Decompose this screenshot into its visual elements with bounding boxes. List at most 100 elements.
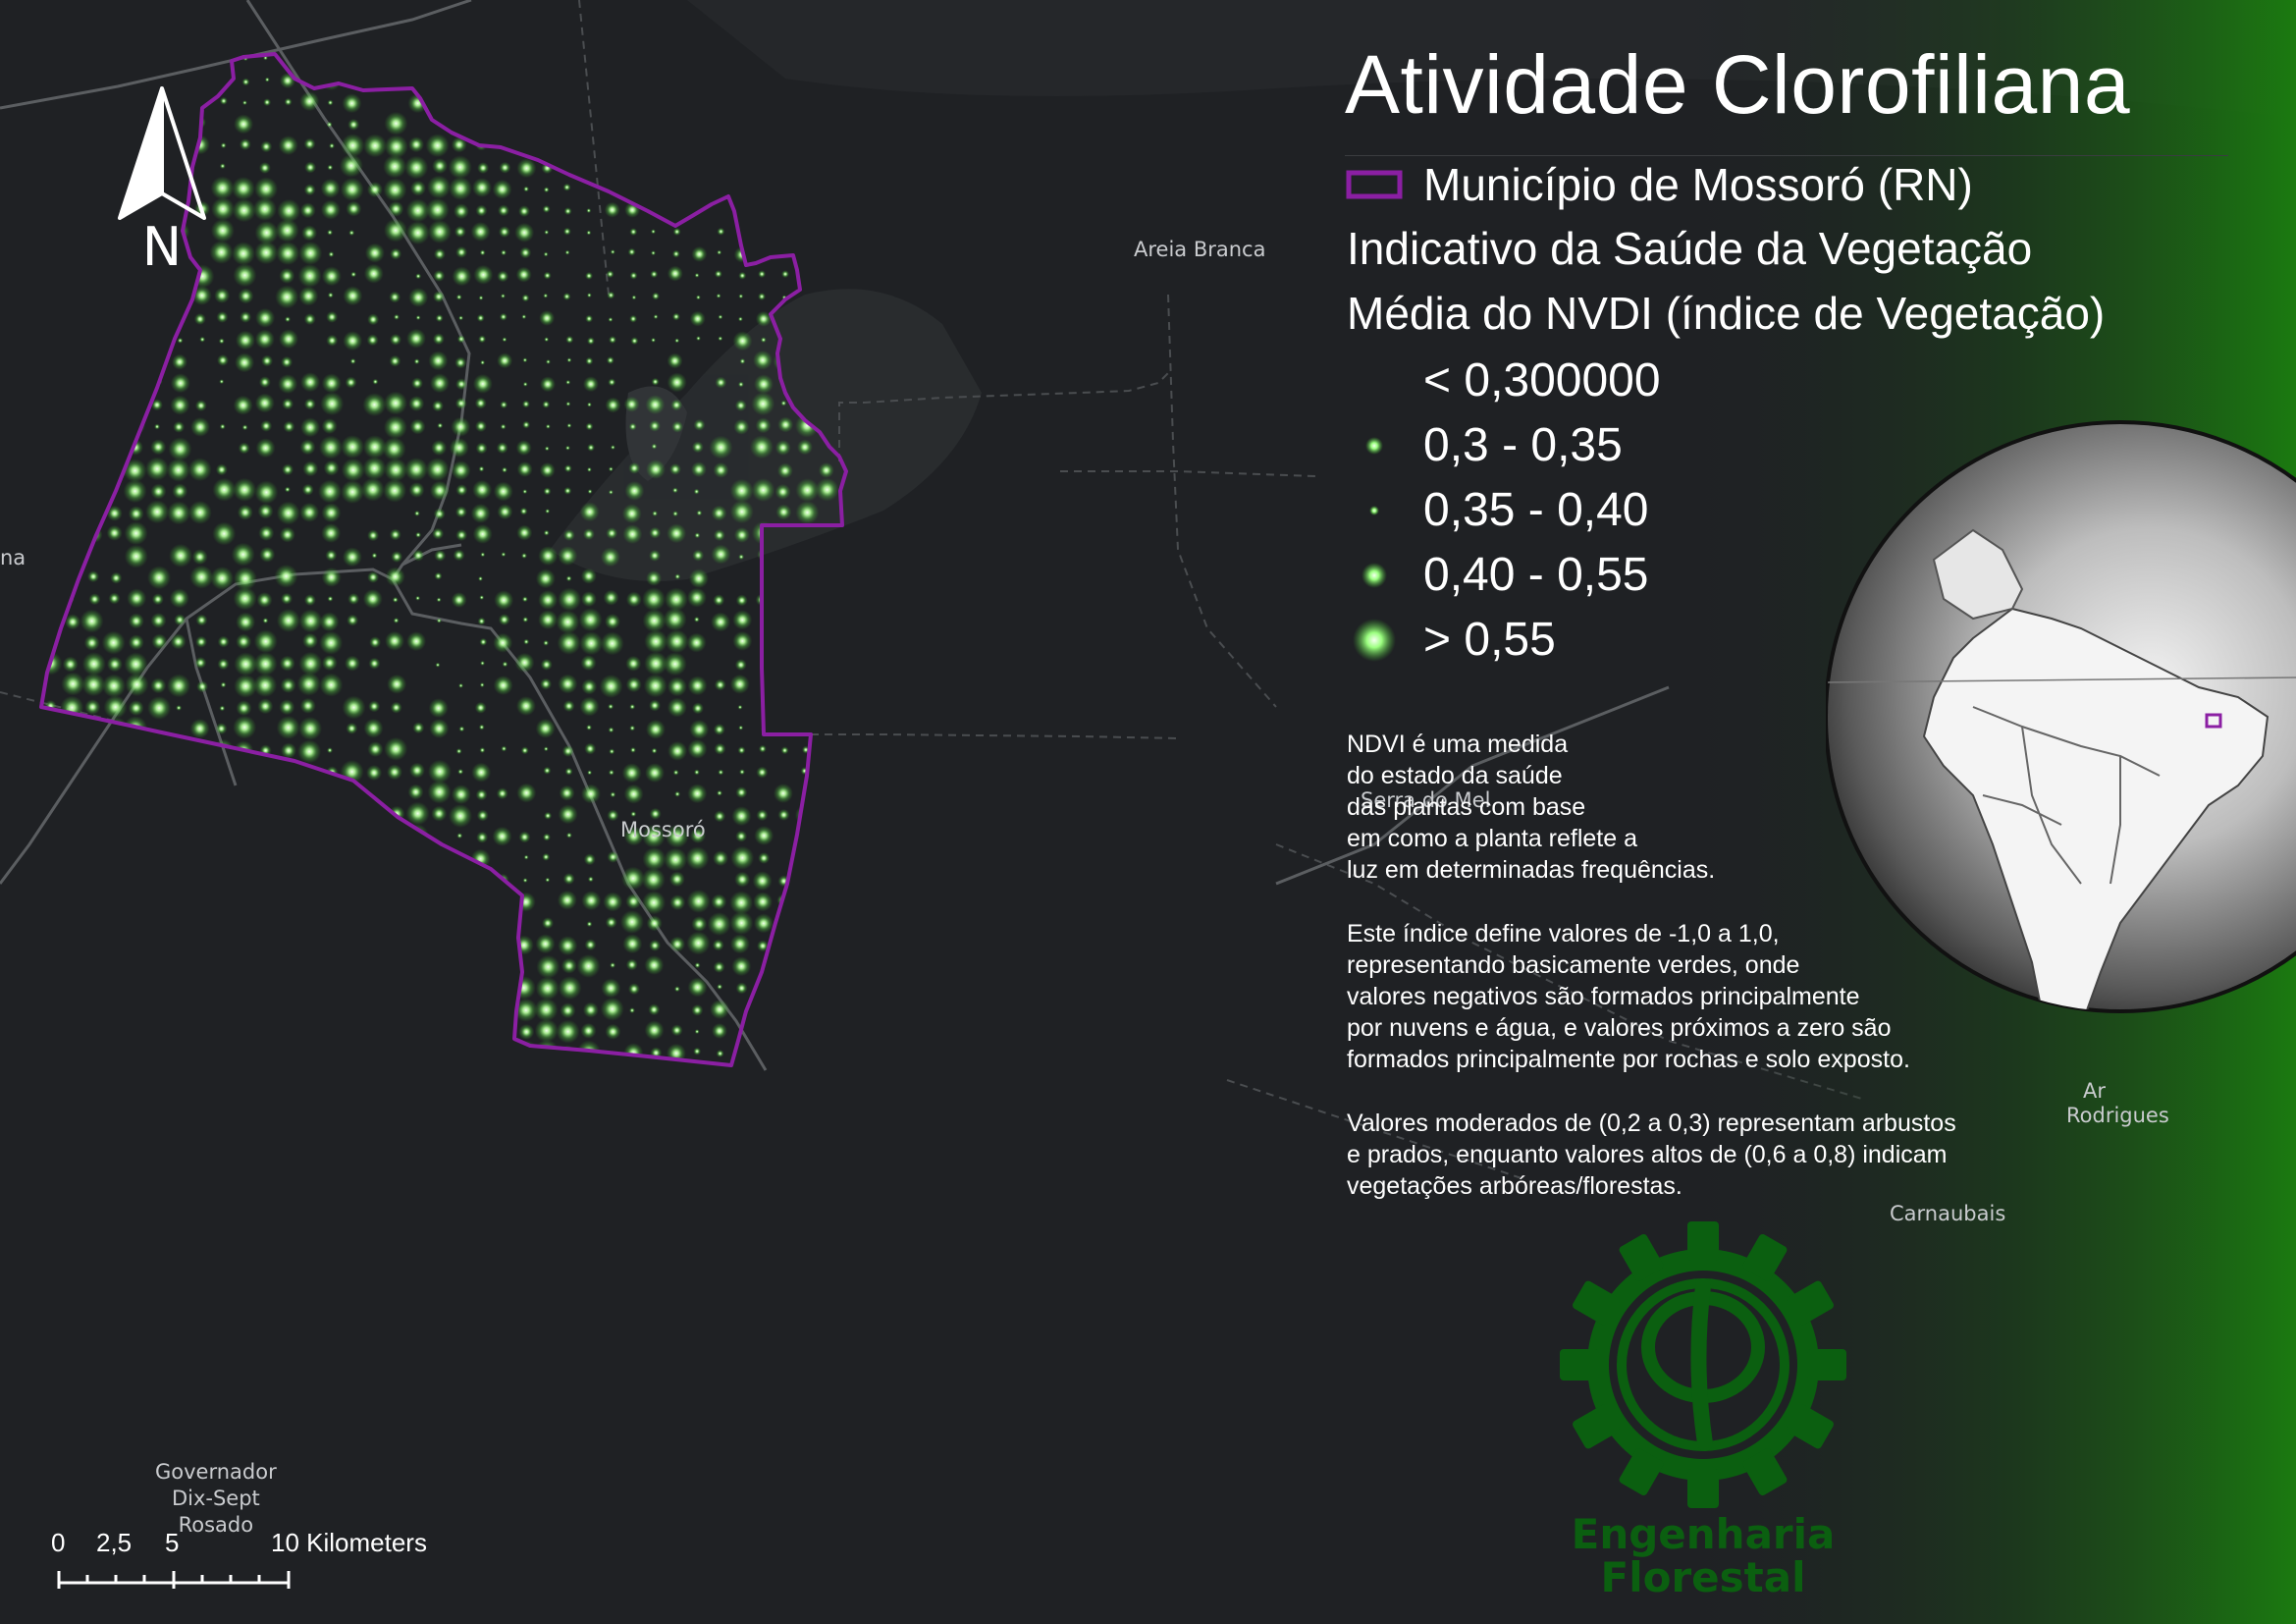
ndvi-dot (406, 1019, 427, 1040)
ndvi-dot (798, 937, 811, 949)
ndvi-dot (259, 766, 272, 779)
ndvi-dot (326, 831, 339, 843)
ndvi-dot (752, 871, 773, 892)
ndvi-dot (729, 934, 750, 954)
ndvi-dot (259, 546, 276, 563)
ndvi-dot (452, 266, 472, 287)
ndvi-dot (824, 228, 832, 237)
ndvi-dot (62, 656, 79, 673)
ndvi-dot (297, 739, 322, 764)
ndvi-dot (217, 353, 230, 366)
ndvi-dot (608, 769, 614, 776)
ndvi-dot (754, 826, 774, 846)
ndvi-dot (342, 93, 362, 114)
ndvi-dot (608, 56, 614, 62)
ndvi-dot (346, 200, 362, 217)
ndvi-dot (133, 55, 141, 64)
ndvi-dot (112, 1028, 118, 1034)
ndvi-dot (586, 77, 592, 82)
ndvi-dot (626, 54, 643, 69)
ndvi-dot (220, 1047, 229, 1056)
ndvi-dot (112, 57, 118, 63)
ndvi-dot (737, 185, 746, 193)
ndvi-dot (70, 920, 76, 926)
logo-line-1: Engenharia (1571, 1510, 1836, 1558)
ndvi-dot (737, 381, 744, 388)
ndvi-dot (105, 416, 126, 437)
ndvi-dot (449, 176, 473, 200)
ndvi-dot (651, 100, 657, 106)
ndvi-dot (307, 55, 313, 61)
ndvi-dot (404, 155, 429, 180)
ndvi-dot (67, 853, 76, 862)
ndvi-dot (125, 373, 145, 394)
ndvi-dot (405, 801, 430, 826)
ndvi-dot (83, 634, 100, 651)
ndvi-dot (88, 593, 101, 606)
ndvi-dot (841, 526, 846, 539)
ndvi-dot (371, 552, 378, 559)
ndvi-dot (329, 921, 336, 928)
ndvi-dot (236, 828, 252, 844)
ndvi-dot (519, 246, 532, 259)
ndvi-dot (739, 357, 746, 364)
ndvi-dot (646, 915, 663, 932)
ndvi-dot (734, 659, 747, 672)
ndvi-dot (320, 392, 345, 416)
ndvi-dot (539, 309, 556, 326)
ndvi-dot (458, 315, 464, 321)
ndvi-dot (825, 682, 830, 688)
ndvi-dot (132, 1005, 140, 1014)
ndvi-dot (693, 1047, 702, 1056)
ndvi-dot (796, 1001, 813, 1018)
ndvi-dot (303, 184, 316, 196)
ndvi-dot (629, 271, 638, 280)
ndvi-dot (674, 187, 680, 192)
ndvi-dot (89, 401, 96, 407)
ndvi-dot (825, 121, 830, 127)
ndvi-dot (364, 243, 385, 263)
ndvi-dot (801, 1026, 810, 1035)
ndvi-dot (583, 853, 596, 866)
legend-subtitle-vegetation-health: Indicativo da Saúde da Vegetação (1347, 223, 2033, 274)
ndvi-dot (559, 785, 575, 801)
ndvi-dot (522, 357, 528, 363)
ndvi-dot (691, 702, 704, 715)
ndvi-dot (327, 986, 333, 992)
ndvi-dot (42, 376, 59, 393)
ndvi-dot (405, 870, 426, 891)
ndvi-dot (587, 770, 593, 776)
ndvi-dot (427, 219, 452, 244)
ndvi-dot (85, 443, 98, 456)
ndvi-dot (42, 570, 55, 583)
ndvi-dot (236, 849, 252, 866)
ndvi-dot (760, 337, 767, 344)
ndvi-dot (847, 231, 852, 236)
ndvi-dot (774, 483, 791, 500)
ndvi-dot (105, 436, 126, 457)
ndvi-dot (112, 747, 119, 754)
ndvi-dot (718, 143, 723, 149)
ndvi-dot (81, 652, 106, 677)
ndvi-dot (345, 376, 357, 389)
ndvi-dot (284, 854, 291, 861)
ndvi-dot (255, 438, 276, 459)
ndvi-dot (580, 784, 601, 804)
ndvi-dot (210, 566, 235, 590)
ndvi-dot (129, 959, 145, 976)
ndvi-dot (385, 630, 405, 651)
ndvi-dot (840, 201, 846, 218)
ndvi-dot (425, 134, 450, 158)
ndvi-dot (737, 316, 743, 322)
ndvi-dot (327, 747, 334, 754)
ndvi-dot (693, 488, 700, 495)
ndvi-dot (695, 336, 701, 342)
ndvi-dot (521, 596, 528, 603)
ndvi-dot (582, 528, 595, 541)
ndvi-dot (329, 142, 336, 149)
ndvi-dot (558, 674, 578, 694)
ndvi-dot (321, 503, 342, 523)
ndvi-dot (45, 896, 54, 905)
ndvi-dot (671, 487, 678, 494)
ndvi-dot (408, 892, 429, 912)
